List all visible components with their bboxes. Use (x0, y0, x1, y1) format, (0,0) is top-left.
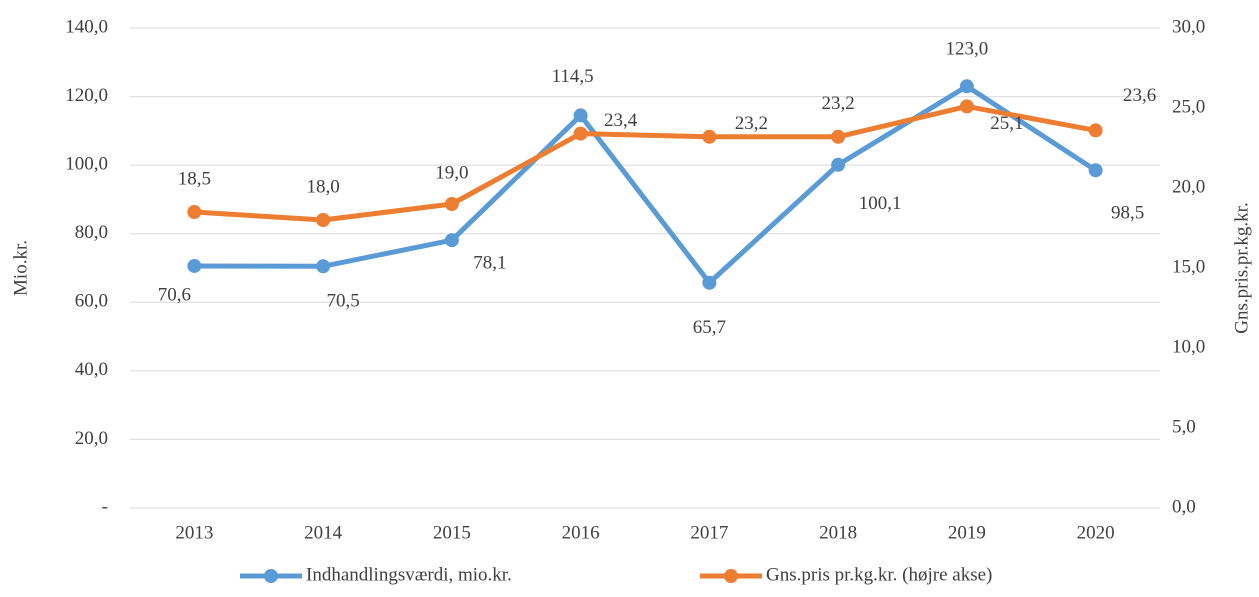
data-point (444, 233, 459, 248)
y2-tick-label: 0,0 (1172, 496, 1196, 517)
data-label: 23,6 (1123, 85, 1156, 106)
x-tick-label: 2016 (562, 522, 600, 543)
data-point (187, 205, 202, 219)
y2-tick-label: 5,0 (1172, 416, 1196, 437)
x-tick-label: 2019 (948, 522, 986, 543)
data-point (316, 213, 331, 227)
data-label: 114,5 (552, 66, 594, 87)
data-point (573, 108, 588, 123)
y2-axis-label: Gns.pris.pr.kg.kr. (1231, 202, 1252, 333)
data-point (831, 157, 846, 172)
data-label: 65,7 (693, 317, 726, 338)
y2-tick-label: 20,0 (1172, 176, 1205, 197)
y-tick-label: - (102, 496, 108, 517)
x-tick-label: 2014 (304, 522, 343, 543)
y2-tick-label: 15,0 (1172, 256, 1205, 277)
y-tick-label: 80,0 (75, 222, 108, 243)
series-line (194, 83, 1097, 286)
y2-tick-label: 30,0 (1172, 16, 1205, 37)
data-label: 25,1 (990, 113, 1023, 134)
legend-label: Indhandlingsværdi, mio.kr. (306, 564, 512, 585)
x-tick-label: 2017 (690, 522, 728, 543)
y2-tick-label: 10,0 (1172, 336, 1205, 357)
data-point (1088, 123, 1103, 138)
y-tick-label: 20,0 (75, 428, 108, 449)
data-point (959, 79, 974, 94)
legend-marker (264, 569, 278, 583)
data-point (444, 197, 459, 211)
data-point (573, 126, 588, 141)
y-tick-label: 100,0 (65, 154, 108, 175)
data-label: 18,5 (178, 168, 211, 189)
y-tick-label: 40,0 (75, 359, 108, 380)
data-label: 19,0 (435, 162, 468, 183)
data-label: 100,1 (859, 193, 902, 214)
x-tick-label: 2015 (433, 522, 471, 543)
data-label: 23,2 (735, 113, 768, 134)
data-point (702, 275, 717, 290)
y-tick-label: 140,0 (65, 16, 108, 37)
data-point (831, 129, 846, 144)
data-label: 98,5 (1111, 203, 1144, 224)
data-point (187, 258, 202, 273)
data-label: 70,6 (158, 284, 191, 305)
data-point (702, 129, 717, 144)
data-label: 23,2 (822, 93, 855, 114)
data-point (959, 99, 974, 114)
data-point (316, 259, 331, 274)
legend-marker (724, 569, 738, 583)
x-tick-label: 2018 (819, 522, 857, 543)
x-tick-label: 2013 (175, 522, 213, 543)
y-axis-label: Mio.kr. (10, 240, 31, 296)
data-label: 23,4 (604, 110, 638, 131)
data-label: 78,1 (473, 253, 506, 274)
data-label: 123,0 (946, 39, 989, 60)
data-label: 70,5 (327, 291, 360, 312)
data-point (1088, 163, 1103, 178)
y-tick-label: 120,0 (65, 85, 108, 106)
y2-tick-label: 25,0 (1172, 96, 1205, 117)
legend-label: Gns.pris pr.kg.kr. (højre akse) (766, 564, 992, 585)
data-label: 18,0 (307, 176, 340, 197)
x-tick-label: 2020 (1077, 522, 1115, 543)
series-line (194, 103, 1097, 223)
y-tick-label: 60,0 (75, 291, 108, 312)
